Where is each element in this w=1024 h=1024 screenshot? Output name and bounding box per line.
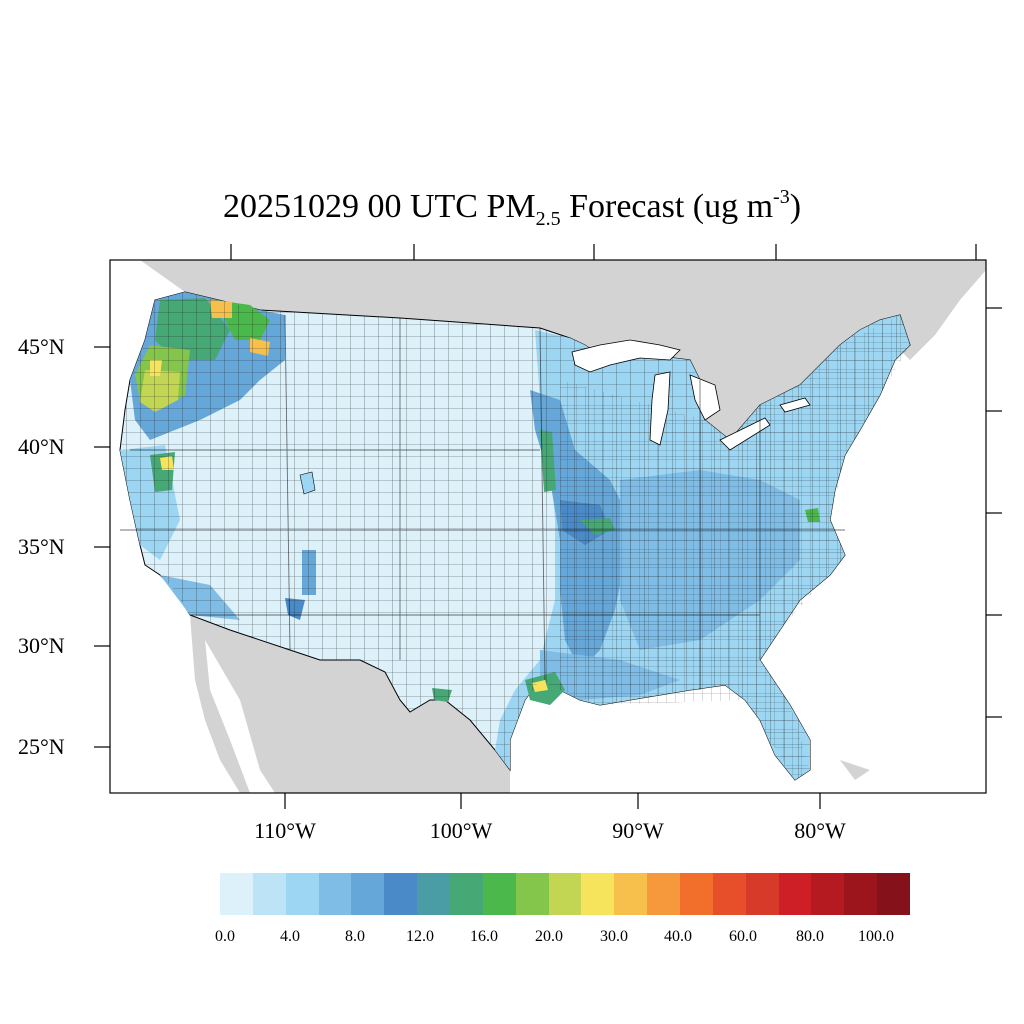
colorbar-swatch (318, 873, 352, 915)
lake-ontario (779, 397, 811, 413)
colorbar-swatch (778, 873, 812, 915)
top-ticks (230, 244, 977, 260)
colorbar-label: 30.0 (600, 928, 628, 945)
colorbar-swatch (844, 873, 878, 915)
lake-huron (689, 374, 721, 421)
lake-erie (719, 417, 771, 451)
lon-label-100w: 100°W (429, 818, 493, 843)
colorbar-swatch (384, 873, 418, 915)
cuba-land (840, 760, 870, 780)
colorbar-label: 8.0 (345, 928, 365, 945)
colorbar-swatch (712, 873, 746, 915)
lat-label-25: 25°N (18, 734, 65, 759)
colorbar-swatch (745, 873, 779, 915)
colorbar-swatch (482, 873, 516, 915)
colorbar (220, 873, 911, 915)
colorbar-label: 4.0 (280, 928, 300, 945)
colorbar-label: 80.0 (796, 928, 824, 945)
colorbar-label: 12.0 (406, 928, 434, 945)
right-ticks (986, 307, 1002, 718)
lat-ticks (94, 346, 110, 748)
lon-ticks (284, 793, 821, 809)
colorbar-swatch (647, 873, 681, 915)
colorbar-swatch (450, 873, 483, 915)
colorbar-swatch (417, 873, 451, 915)
plot-frame (109, 259, 987, 794)
colorbar-swatch (351, 873, 385, 915)
lon-label-80w: 80°W (794, 818, 846, 843)
colorbar-swatch (680, 873, 713, 915)
mexico-land (190, 615, 510, 793)
colorbar-swatch (877, 873, 911, 915)
canada-land (140, 260, 986, 440)
lat-label-35: 35°N (18, 534, 65, 559)
colorbar-swatch (515, 873, 549, 915)
lake-superior (571, 339, 681, 373)
colorbar-swatch (581, 873, 615, 915)
colorbar-swatch (220, 873, 253, 915)
chart-title: 20251029 00 UTC PM2.5 Forecast (ug m-3) (222, 186, 802, 230)
colorbar-label: 100.0 (858, 928, 894, 945)
colorbar-swatch (252, 873, 286, 915)
lat-label-45: 45°N (18, 334, 65, 359)
colorbar-label: 60.0 (729, 928, 757, 945)
colorbar-label: 20.0 (535, 928, 563, 945)
colorbar-swatch (811, 873, 845, 915)
colorbar-swatch (285, 873, 319, 915)
lat-label-40: 40°N (18, 434, 65, 459)
colorbar-label: 40.0 (664, 928, 692, 945)
lon-label-90w: 90°W (612, 818, 664, 843)
colorbar-swatch (548, 873, 582, 915)
baja-sea (205, 640, 275, 793)
lake-michigan (649, 371, 671, 446)
lon-label-110w: 110°W (254, 818, 316, 843)
lat-label-30: 30°N (18, 633, 65, 658)
colorbar-label: 0.0 (215, 928, 235, 945)
great-salt-lake (299, 471, 316, 495)
colorbar-swatch (614, 873, 648, 915)
colorbar-label: 16.0 (470, 928, 498, 945)
